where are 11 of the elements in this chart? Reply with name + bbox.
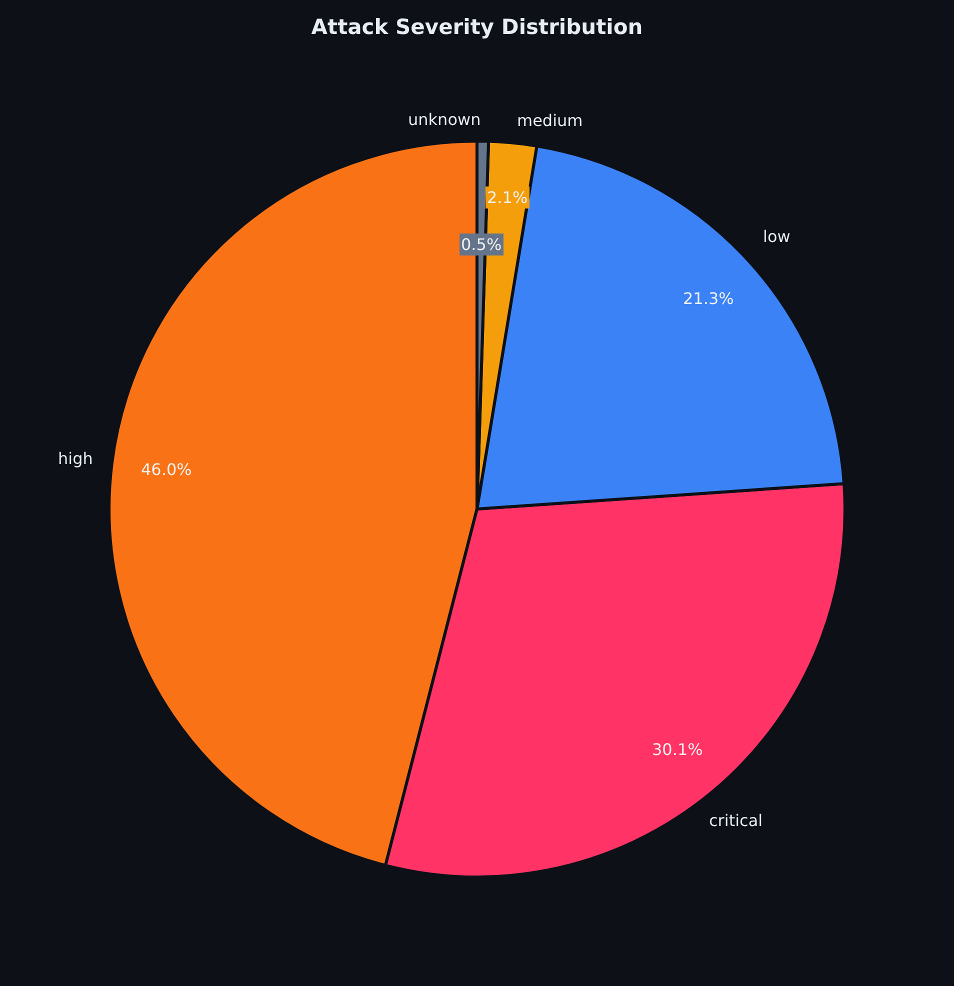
data-label: 2.1% <box>487 188 528 207</box>
data-label: 21.3% <box>683 289 734 308</box>
slice-label: unknown <box>408 110 481 129</box>
slice-label: low <box>763 227 790 246</box>
slice-label: high <box>58 449 93 468</box>
chart-title: Attack Severity Distribution <box>311 14 643 39</box>
slice-label: critical <box>709 811 763 830</box>
data-label: 0.5% <box>461 235 502 254</box>
data-label: 30.1% <box>652 740 703 759</box>
slice-label: medium <box>517 111 583 130</box>
data-label: 46.0% <box>141 460 192 479</box>
